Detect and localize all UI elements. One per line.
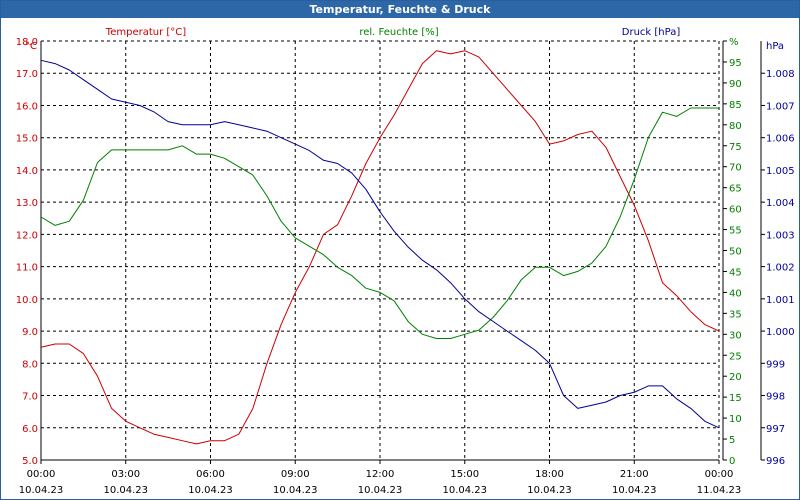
legend: Temperatur [°C] rel. Feuchte [%] Druck [hP… [105, 27, 681, 38]
left-tick-label: 17.0 [16, 69, 38, 80]
x-tick-date: 10.04.23 [612, 485, 657, 496]
left-tick-label: 10.0 [16, 295, 38, 306]
middle-tick-label: 35 [729, 309, 742, 320]
middle-tick-label: 30 [729, 330, 742, 341]
middle-tick-label: 5 [729, 435, 735, 446]
x-tick-date: 10.04.23 [103, 485, 148, 496]
right-tick-label: 996 [766, 456, 785, 467]
left-tick-label: 7.0 [22, 392, 38, 403]
series-line-left [40, 50, 720, 445]
x-tick-date: 10.04.23 [527, 485, 572, 496]
right-tick-label: 1.007 [766, 101, 795, 112]
left-tick-label: 11.0 [16, 263, 38, 274]
middle-tick-label: % [729, 37, 739, 48]
x-tick-time: 09:00 [281, 469, 310, 480]
middle-tick-label: 60 [729, 205, 742, 216]
x-tick-date: 10.04.23 [19, 485, 64, 496]
x-tick-time: 00:00 [27, 469, 56, 480]
left-tick-label: 8.0 [22, 359, 38, 370]
right-tick-label: 1.004 [766, 198, 795, 209]
middle-tick-label: 50 [729, 247, 742, 258]
middle-tick-label: 20 [729, 372, 742, 383]
left-tick-label: 15.0 [16, 134, 38, 145]
x-tick-time: 21:00 [620, 469, 649, 480]
right-tick-label: 1.003 [766, 230, 795, 241]
x-axis: 00:00 10.04.23 03:00 10.04.23 06:00 10.04.23 0… [19, 460, 742, 496]
right-tick-label: 1.001 [766, 295, 795, 306]
middle-tick-label: 75 [729, 142, 742, 153]
x-tick-time: 00:00 [705, 469, 734, 480]
right-axis: hPa 1.008 1.007 1.006 1.005 1.004 1.003 1.002 1.… [760, 41, 795, 467]
middle-tick-label: 70 [729, 163, 742, 174]
left-axis-unit: °C [25, 41, 37, 52]
legend-label: rel. Feuchte [%] [359, 27, 438, 38]
x-tick-time: 06:00 [196, 469, 225, 480]
legend-label: Druck [hPa] [622, 27, 681, 38]
middle-tick-label: 15 [729, 393, 742, 404]
middle-tick-label: 40 [729, 288, 742, 299]
left-tick-label: 12.0 [16, 230, 38, 241]
chart-grid [40, 40, 720, 461]
left-tick-label: 14.0 [16, 166, 38, 177]
middle-tick-label: 55 [729, 226, 742, 237]
left-tick-label: 6.0 [22, 424, 38, 435]
left-tick-label: 18.0 [16, 37, 38, 48]
series-lines [40, 50, 720, 445]
series-line-middle [40, 107, 719, 339]
middle-tick-label: 90 [729, 79, 742, 90]
x-tick-date: 10.04.23 [273, 485, 318, 496]
x-tick-time: 12:00 [366, 469, 395, 480]
x-tick-date: 11.04.23 [697, 485, 742, 496]
right-tick-label: 1.006 [766, 134, 795, 145]
middle-tick-label: 95 [729, 58, 742, 69]
window-title: Temperatur, Feuchte & Druck [1, 1, 799, 18]
right-tick-label: 1.000 [766, 327, 795, 338]
series-line-right [40, 59, 720, 429]
middle-tick-label: 65 [729, 184, 742, 195]
middle-tick-label: 45 [729, 267, 742, 278]
x-tick-date: 10.04.23 [442, 485, 487, 496]
left-tick-label: 16.0 [16, 101, 38, 112]
right-tick-label: 998 [766, 392, 785, 403]
middle-tick-label: 80 [729, 121, 742, 132]
middle-tick-label: 85 [729, 100, 742, 111]
right-tick-label: 999 [766, 359, 785, 370]
left-axis: °C18.0 17.0 16.0 15.0 14.0 13.0 12.0 11.0 10.0 9.… [16, 37, 38, 467]
middle-tick-label: 10 [729, 414, 742, 425]
left-tick-label: 13.0 [16, 198, 38, 209]
right-tick-label: 997 [766, 424, 785, 435]
x-tick-time: 18:00 [535, 469, 564, 480]
right-axis-unit: hPa [766, 41, 784, 52]
middle-tick-label: 0 [729, 456, 735, 467]
right-tick-label: 1.008 [766, 69, 795, 80]
middle-tick-label: 25 [729, 351, 742, 362]
legend-label: Temperatur [°C] [105, 27, 186, 38]
x-tick-date: 10.04.23 [188, 485, 233, 496]
left-tick-label: 5.0 [22, 456, 38, 467]
right-tick-label: 1.005 [766, 166, 795, 177]
left-tick-label: 9.0 [22, 327, 38, 338]
x-tick-time: 03:00 [111, 469, 140, 480]
x-tick-time: 15:00 [450, 469, 479, 480]
x-tick-date: 10.04.23 [358, 485, 403, 496]
right-tick-label: 1.002 [766, 263, 795, 274]
